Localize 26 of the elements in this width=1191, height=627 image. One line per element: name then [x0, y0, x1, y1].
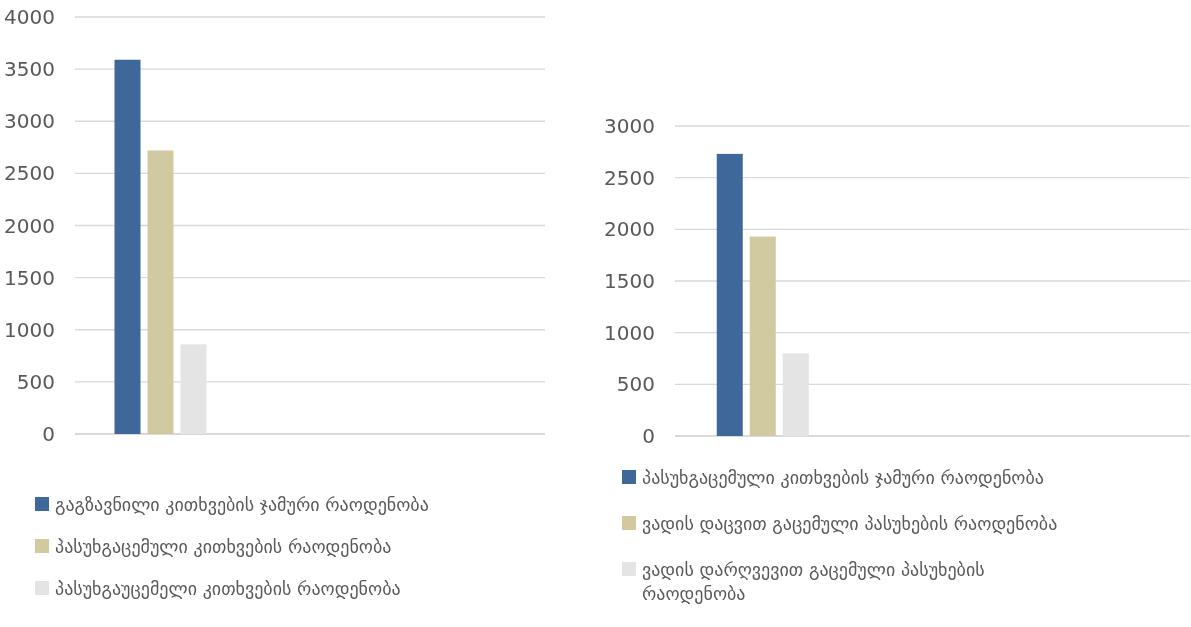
y-tick-label: 2000 — [4, 213, 55, 238]
legend-label: პასუხგაუცემელი კითხვების რაოდენობა — [55, 578, 401, 600]
y-tick-label: 2500 — [604, 165, 655, 190]
y-tick-label: 500 — [16, 369, 55, 394]
y-tick-label: 1000 — [604, 320, 655, 345]
y-tick-label: 4000 — [4, 5, 55, 29]
y-tick-label: 0 — [642, 424, 655, 448]
y-tick-label: 3500 — [4, 57, 55, 82]
y-tick-label: 2500 — [4, 161, 55, 186]
y-tick-label: 3000 — [4, 109, 55, 134]
y-tick-label: 1500 — [4, 265, 55, 290]
bar — [716, 153, 743, 436]
y-tick-label: 2000 — [604, 217, 655, 242]
y-tick-label: 1000 — [4, 317, 55, 342]
y-tick-label: 1500 — [604, 269, 655, 293]
y-tick-label: 0 — [42, 422, 55, 446]
bar — [114, 59, 141, 434]
legend-label: პასუხგაცემული კითხვების ჯამური რაოდენობა — [642, 467, 1044, 489]
bar — [749, 236, 776, 436]
y-tick-label: 500 — [616, 372, 655, 397]
legend-label: პასუხგაცემული კითხვების რაოდენობა — [55, 536, 392, 558]
legend-label: ვადის დარღვევით გაცემული პასუხების რაოდენობა — [642, 559, 985, 604]
bar — [147, 150, 174, 434]
y-tick-label: 3000 — [604, 114, 655, 138]
legend-label: ვადის დაცვით გაცემული პასუხების რაოდენობა — [642, 513, 1058, 535]
legend-label: გაგზავნილი კითხვების ჯამური რაოდენობა — [55, 494, 429, 516]
